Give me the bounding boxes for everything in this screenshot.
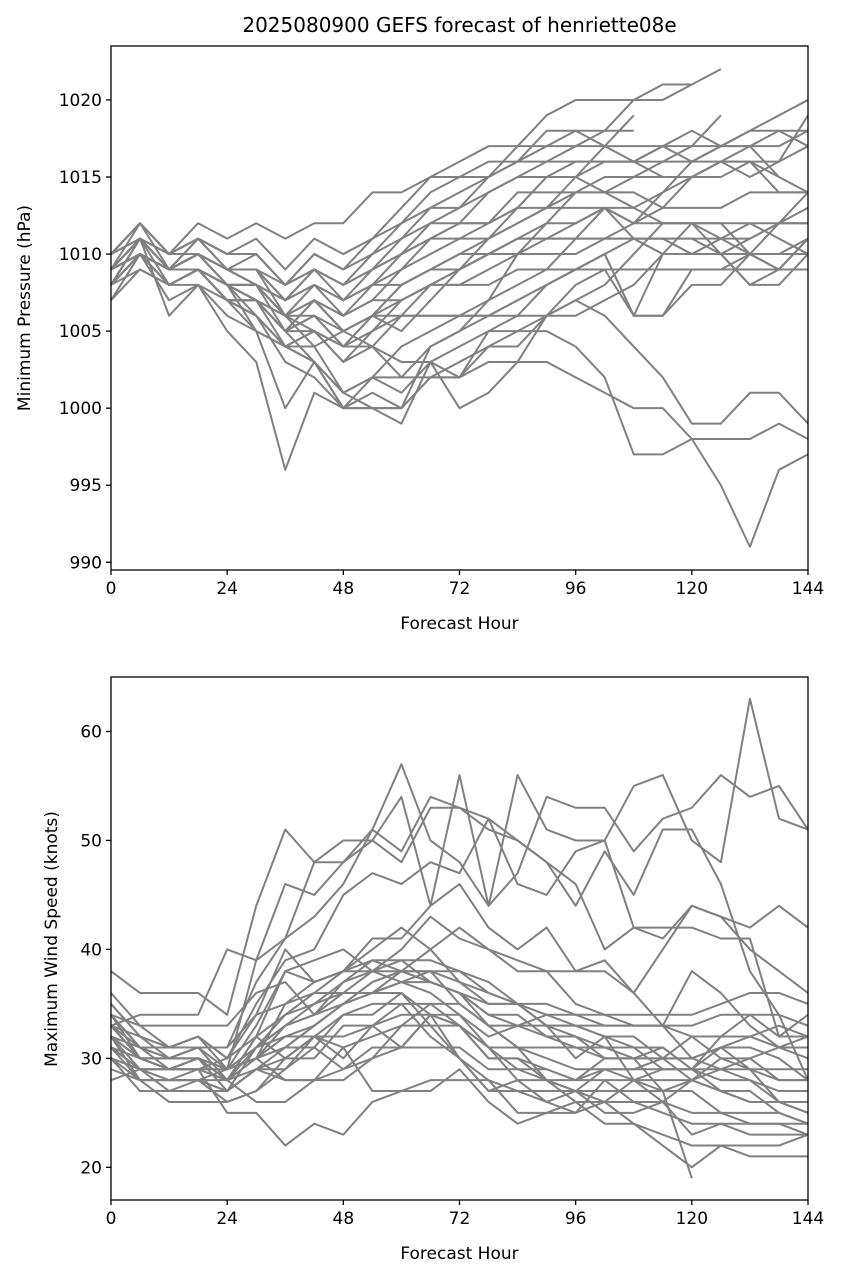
wind-y-tick-label: 50 (80, 831, 102, 851)
wind-x-tick-label: 0 (106, 1209, 117, 1229)
wind-member-line-2 (110, 774, 809, 1027)
pressure-y-tick-label: 1000 (59, 399, 102, 419)
wind-member-line-25 (110, 1035, 808, 1125)
wind-y-ticks: 20 30 40 50 60 (80, 722, 111, 1178)
wind-member-line-29 (110, 959, 809, 1071)
pressure-member-line-1 (110, 68, 722, 256)
pressure-y-tick-label: 1015 (59, 168, 102, 188)
pressure-y-tick-label: 995 (70, 476, 102, 496)
wind-series-group (110, 697, 809, 1179)
pressure-x-ticks: 0 24 48 72 96 120 144 (106, 570, 824, 599)
pressure-y-tick-label: 1005 (59, 322, 102, 342)
wind-x-tick-label: 72 (449, 1209, 471, 1229)
pressure-x-tick-label: 144 (792, 579, 824, 599)
pressure-y-tick-label: 990 (70, 553, 102, 573)
wind-y-tick-label: 30 (80, 1049, 102, 1069)
wind-member-line-20 (110, 1002, 809, 1169)
pressure-x-axis-label: Forecast Hour (400, 614, 518, 634)
wind-x-tick-label: 48 (333, 1209, 355, 1229)
pressure-x-tick-label: 72 (449, 579, 471, 599)
pressure-y-axis-label: Minimum Pressure (hPa) (15, 205, 35, 411)
pressure-x-tick-label: 120 (676, 579, 708, 599)
wind-y-tick-label: 40 (80, 940, 102, 960)
pressure-panel: 2025080900 GEFS forecast of henriette08e… (15, 13, 824, 634)
pressure-y-ticks: 990 995 1000 1005 1010 1015 1020 (59, 91, 111, 573)
wind-panel: 0 24 48 72 96 120 144 20 30 40 50 60 Forecast Hour… (42, 676, 824, 1264)
wind-member-line-30 (110, 970, 808, 1082)
pressure-member-line-24 (110, 114, 722, 410)
wind-y-tick-label: 60 (80, 722, 102, 742)
wind-x-tick-label: 120 (676, 1209, 708, 1229)
wind-x-axis-label: Forecast Hour (400, 1244, 518, 1264)
wind-y-axis-label: Maximum Wind Speed (knots) (42, 811, 62, 1067)
pressure-member-line-23 (110, 206, 809, 471)
wind-member-line-24 (110, 1002, 808, 1136)
wind-member-line-23 (110, 1025, 808, 1158)
pressure-x-tick-label: 48 (333, 579, 355, 599)
pressure-x-tick-label: 24 (216, 579, 238, 599)
wind-x-tick-label: 24 (216, 1209, 238, 1229)
pressure-series-group (110, 68, 809, 548)
wind-x-tick-label: 96 (565, 1209, 587, 1229)
pressure-y-tick-label: 1020 (59, 91, 102, 111)
pressure-x-tick-label: 0 (106, 579, 117, 599)
wind-member-line-1 (110, 697, 809, 1016)
wind-x-ticks: 0 24 48 72 96 120 144 (106, 1200, 824, 1229)
pressure-member-line-30 (110, 237, 808, 317)
wind-y-tick-label: 20 (80, 1158, 102, 1178)
pressure-member-line-27 (110, 129, 780, 286)
pressure-member-line-29 (110, 206, 809, 302)
pressure-y-tick-label: 1010 (59, 245, 102, 265)
pressure-x-tick-label: 96 (565, 579, 587, 599)
wind-x-tick-label: 144 (792, 1209, 824, 1229)
chart-title: 2025080900 GEFS forecast of henriette08e (242, 13, 676, 37)
